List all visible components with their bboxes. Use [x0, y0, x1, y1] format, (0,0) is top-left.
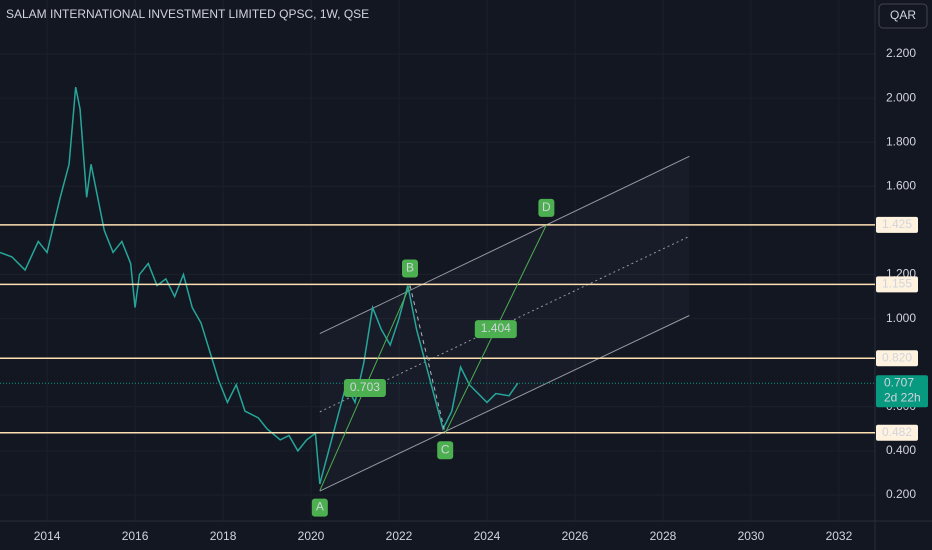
leg-ratio-box — [474, 320, 517, 339]
pattern-point-label: C — [441, 442, 450, 456]
level-label-box — [876, 276, 918, 293]
channel-middle — [319, 235, 690, 413]
channel-upper — [319, 155, 690, 335]
bc-leg — [409, 285, 446, 434]
pattern-point-label: A — [316, 500, 324, 514]
x-tick-label: 2032 — [826, 529, 853, 543]
chart-title: SALAM INTERNATIONAL INVESTMENT LIMITED Q… — [6, 7, 369, 21]
y-tick-label: 1.000 — [886, 311, 916, 325]
currency-button[interactable] — [878, 3, 928, 29]
x-tick-label: 2026 — [562, 529, 589, 543]
x-tick-label: 2030 — [738, 529, 765, 543]
level-label-box — [876, 216, 918, 233]
pattern-point-label: B — [406, 261, 414, 275]
currency-label[interactable]: QAR — [890, 8, 916, 22]
y-tick-label: 2.000 — [886, 90, 916, 104]
x-tick-label: 2014 — [34, 529, 61, 543]
level-label: 1.155 — [882, 277, 912, 291]
level-label: 1.425 — [882, 217, 912, 231]
x-tick-label: 2024 — [474, 529, 501, 543]
level-label: 0.820 — [882, 350, 912, 364]
pattern-point-box — [437, 441, 454, 460]
y-tick-label: 0.200 — [886, 487, 916, 501]
level-label-box — [876, 424, 918, 441]
last-price-box — [876, 375, 928, 408]
last-price-label: 0.707 — [884, 375, 914, 389]
pattern-point-box — [538, 198, 555, 217]
x-tick-label: 2016 — [122, 529, 149, 543]
x-tick-label: 2022 — [386, 529, 413, 543]
x-tick-label: 2028 — [650, 529, 677, 543]
x-tick-label: 2018 — [210, 529, 237, 543]
pattern-point-label: D — [542, 200, 551, 214]
level-label-box — [876, 350, 918, 367]
pattern-point-box — [311, 498, 328, 517]
y-tick-label: 1.600 — [886, 178, 916, 192]
x-tick-label: 2020 — [298, 529, 325, 543]
price-line — [0, 86, 519, 485]
leg-ratio-label: 1.404 — [481, 321, 511, 335]
channel-lower — [319, 315, 690, 492]
y-tick-label: 0.400 — [886, 443, 916, 457]
leg-ratio-label: 0.703 — [350, 380, 380, 394]
y-tick-label: 2.200 — [886, 46, 916, 60]
y-tick-label: 1.800 — [886, 134, 916, 148]
pattern-point-box — [402, 259, 419, 278]
level-label: 0.482 — [882, 425, 912, 439]
leg-ratio-box — [343, 379, 386, 398]
countdown-label: 2d 22h — [884, 390, 921, 404]
